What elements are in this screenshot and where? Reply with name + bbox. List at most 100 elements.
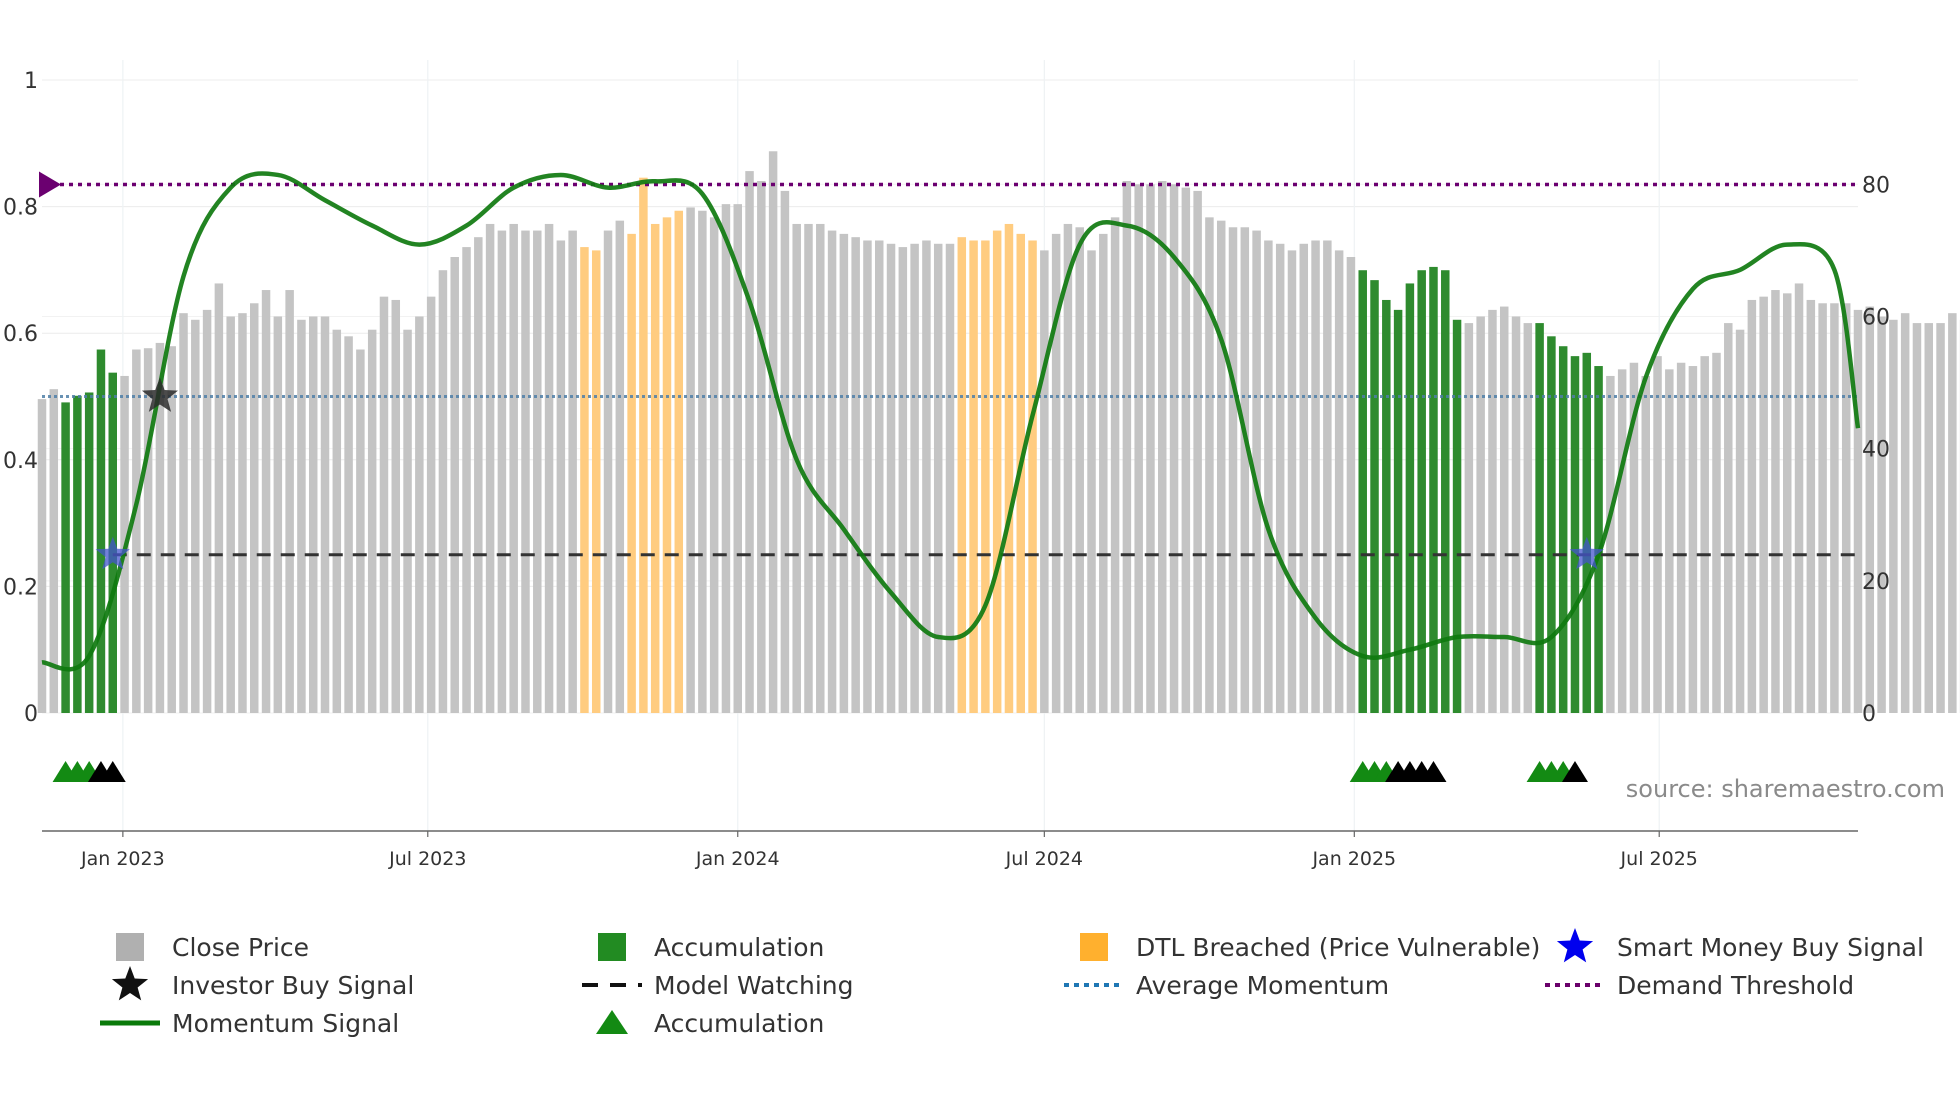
- close-price-bar: [533, 230, 542, 713]
- legend-item[interactable]: Investor Buy Signal: [111, 966, 414, 1001]
- accumulation-bar: [1594, 366, 1603, 713]
- close-price-bar: [1735, 329, 1745, 713]
- close-price-bar: [1747, 299, 1757, 713]
- close-price-bar: [556, 240, 566, 713]
- close-price-bar: [1499, 306, 1509, 713]
- legend-item[interactable]: Demand Threshold: [1545, 971, 1854, 1000]
- close-price-bar: [886, 243, 896, 714]
- accumulation-bar: [84, 392, 94, 713]
- legend-label: Accumulation: [654, 933, 824, 962]
- close-price-bar: [922, 240, 931, 713]
- close-price-bar: [1724, 323, 1733, 713]
- close-price-bar: [1287, 250, 1297, 714]
- close-price-bar: [49, 389, 59, 713]
- dtl-breached-bar: [639, 177, 648, 713]
- smart-money-buy-signal-star: [95, 536, 130, 570]
- close-price-bar: [1629, 362, 1639, 713]
- close-price-bar: [1181, 187, 1191, 713]
- legend-label: Momentum Signal: [172, 1009, 399, 1038]
- legend-label: Average Momentum: [1136, 971, 1389, 1000]
- close-price-bar: [250, 303, 259, 713]
- legend-item[interactable]: Accumulation: [598, 933, 824, 962]
- axes: 0 0.2 0.4 0.6 0.8 1 0 20 40 60 80 Jan 2023 Jul 2023 J…: [3, 69, 1890, 870]
- close-price-bar: [1110, 217, 1120, 713]
- close-price-bar: [1323, 240, 1332, 713]
- close-price-bar: [308, 316, 318, 713]
- close-price-bar: [426, 296, 436, 713]
- momentum-signal-line: [41, 171, 1861, 672]
- accumulation-bar: [1370, 280, 1379, 713]
- legend-item[interactable]: Accumulation: [596, 1009, 824, 1038]
- legend-label: Close Price: [172, 933, 309, 962]
- close-price-bar: [603, 230, 613, 713]
- close-price-bar: [816, 223, 825, 713]
- close-price-bar: [1099, 233, 1108, 713]
- legend: Close Price Accumulation DTL Breached (Pri…: [100, 928, 1924, 1038]
- close-price-bar: [1818, 303, 1827, 713]
- legend-swatch: [598, 933, 626, 961]
- x-axis-tick-label: Jan 2025: [1311, 848, 1396, 870]
- close-price-bar: [226, 316, 235, 713]
- close-price-bar: [391, 299, 401, 713]
- legend-swatch: [1080, 933, 1108, 961]
- close-price-bar: [438, 270, 448, 713]
- close-price-bar: [1830, 303, 1839, 713]
- legend-item[interactable]: Smart Money Buy Signal: [1556, 928, 1924, 963]
- accumulation-bar: [1358, 270, 1367, 713]
- close-price-bar: [1841, 303, 1851, 713]
- close-price-bar: [462, 247, 471, 713]
- close-price-bar: [1228, 227, 1238, 713]
- close-price-bar: [1275, 243, 1285, 714]
- legend-item[interactable]: Average Momentum: [1064, 971, 1389, 1000]
- x-axis-tick-label: Jan 2023: [80, 848, 165, 870]
- close-price-bar: [403, 329, 412, 713]
- close-price-bar: [1476, 316, 1485, 713]
- legend-item[interactable]: Close Price: [116, 933, 309, 962]
- close-price-bar: [1051, 233, 1061, 713]
- close-price-bar: [544, 223, 554, 713]
- accumulation-bar: [1452, 319, 1462, 713]
- close-price-bar: [332, 329, 342, 713]
- close-price-bar: [1700, 356, 1709, 713]
- close-price-bar: [1924, 323, 1933, 713]
- dtl-breached-bar: [969, 240, 978, 713]
- close-price-bar: [320, 316, 330, 713]
- close-price-bar: [1087, 250, 1096, 714]
- close-price-bar: [709, 217, 719, 713]
- legend-label: Model Watching: [654, 971, 854, 1000]
- accumulation-bar: [1382, 299, 1391, 713]
- close-price-bar: [214, 283, 224, 713]
- dtl-breached-bar: [627, 233, 636, 713]
- close-price-bar: [1948, 313, 1957, 713]
- close-price-bar: [898, 247, 908, 713]
- close-price-bar: [344, 336, 353, 713]
- right-axis-tick-label: 60: [1862, 305, 1890, 330]
- close-price-bar: [1665, 369, 1674, 713]
- left-axis-tick-label: 0: [24, 702, 38, 727]
- reference-lines: [39, 171, 1858, 557]
- close-price-bar: [1523, 323, 1533, 713]
- x-axis-tick-label: Jul 2024: [1005, 848, 1083, 870]
- close-price-bar: [356, 349, 365, 713]
- accumulation-bar: [96, 349, 106, 713]
- close-price-bar: [1853, 309, 1863, 713]
- demand-threshold-marker: [39, 171, 61, 198]
- accumulation-bar: [1535, 323, 1544, 713]
- close-price-bar: [851, 237, 860, 713]
- close-price-bar: [698, 210, 707, 713]
- dtl-breached-bar: [650, 223, 660, 713]
- legend-item[interactable]: Momentum Signal: [100, 1009, 399, 1038]
- dtl-breached-bar: [674, 210, 684, 713]
- close-price-bar: [1334, 250, 1344, 714]
- legend-item[interactable]: DTL Breached (Price Vulnerable): [1080, 933, 1540, 962]
- accumulation-bar: [1393, 309, 1403, 713]
- close-price-bar: [745, 171, 754, 713]
- close-price-bar: [1169, 184, 1179, 714]
- close-price-bar: [1688, 366, 1698, 713]
- close-price-bar: [1146, 184, 1155, 714]
- source-label: source: sharemaestro.com: [1626, 775, 1945, 803]
- accumulation-bar: [1570, 356, 1580, 713]
- legend-item[interactable]: Model Watching: [582, 971, 854, 1000]
- close-price-bar: [379, 296, 389, 713]
